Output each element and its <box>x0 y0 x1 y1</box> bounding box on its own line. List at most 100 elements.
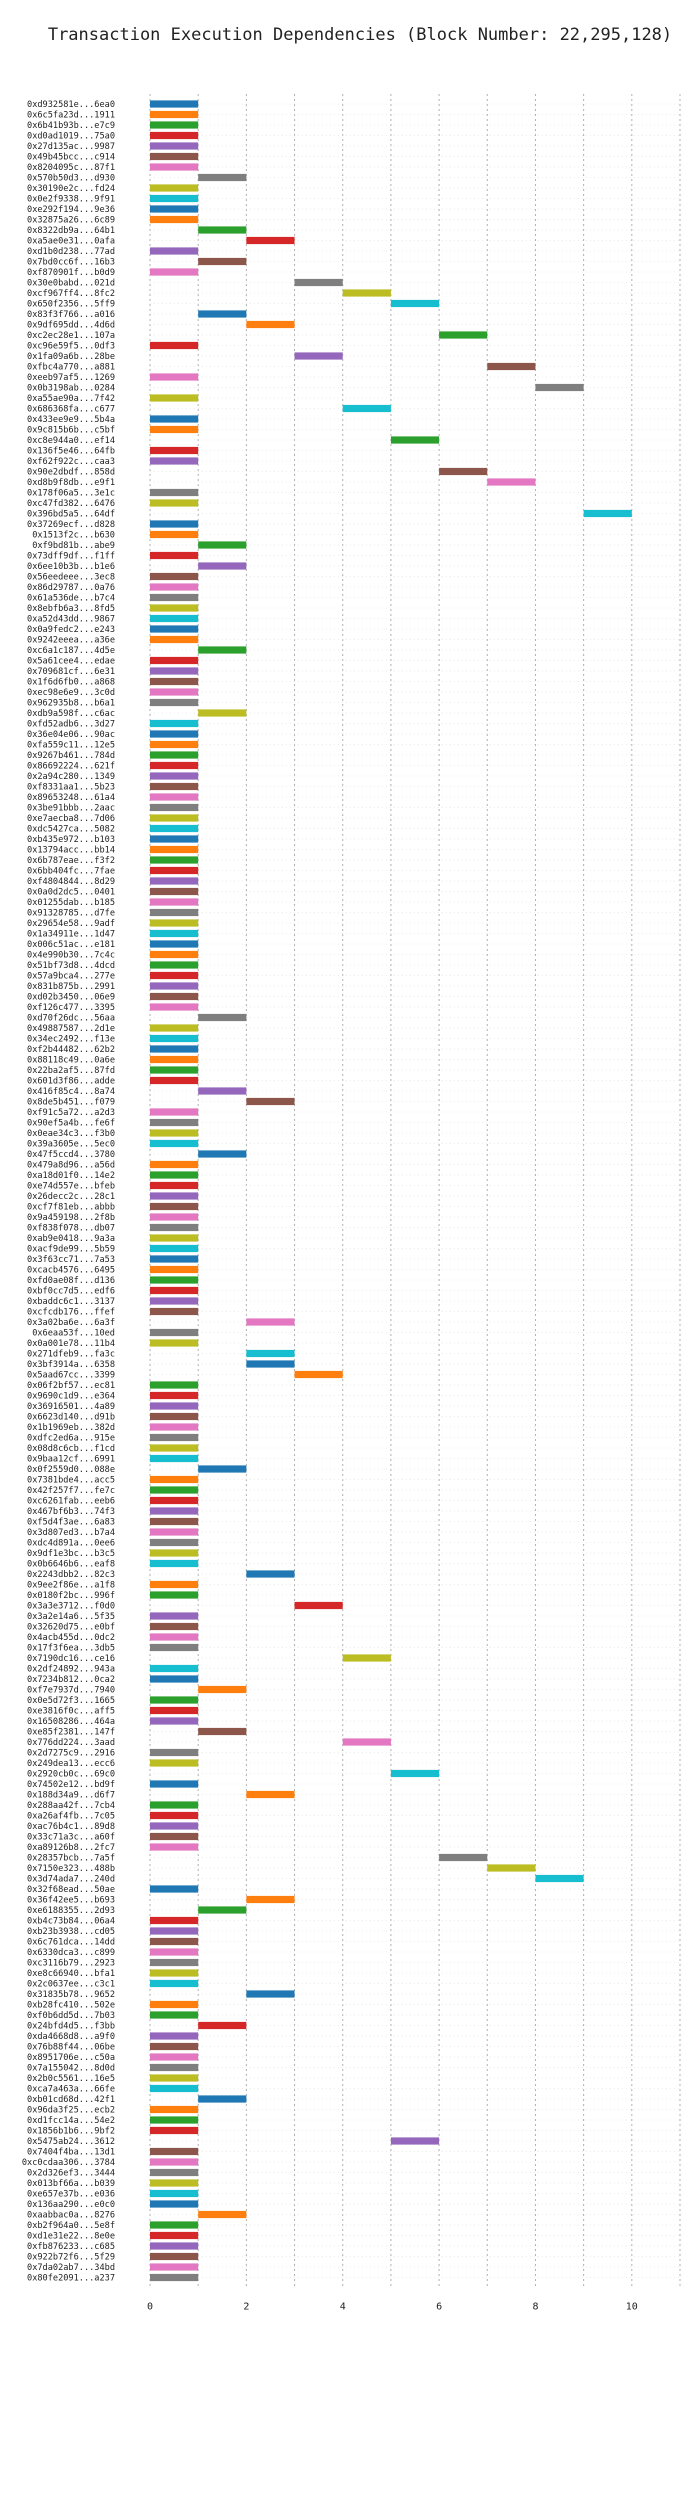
task-bar <box>150 583 199 591</box>
task-bar <box>150 1675 199 1683</box>
y-tick-label: 0x30e0babd...021d <box>27 279 115 289</box>
y-tick-label: 0xcf967ff4...8fc2 <box>27 289 115 299</box>
task-bar <box>150 1759 199 1767</box>
y-tick-label: 0x396bd5a5...64df <box>27 510 115 520</box>
task-bar <box>150 1801 199 1809</box>
task-bar <box>390 436 440 444</box>
task-bar <box>487 362 536 371</box>
y-tick-label: 0x3bf3914a...6358 <box>27 1360 115 1370</box>
task-bar <box>150 2042 199 2051</box>
y-tick-label: 0xe85f2381...147f <box>27 1728 115 1738</box>
y-tick-label: 0x57a9bca4...277e <box>27 972 115 982</box>
task-bar <box>198 173 247 182</box>
y-tick-label: 0x88118c49...0a6e <box>27 1056 115 1066</box>
task-bar <box>150 1591 199 1599</box>
task-bar <box>246 236 295 245</box>
y-tick-label: 0x288aa42f...7cb4 <box>27 1801 115 1811</box>
y-tick-label: 0x06f2bf57...ec81 <box>27 1381 115 1391</box>
x-tick-label: 0 <box>147 2302 153 2313</box>
task-bar <box>150 803 199 812</box>
y-tick-label: 0xf91c5a72...a2d3 <box>27 1108 115 1118</box>
y-tick-label: 0x8ebfb6a3...8fd5 <box>27 604 115 614</box>
y-tick-label: 0xb28fc410...502e <box>27 2001 115 2011</box>
y-tick-label: 0xd8b9f8db...e9f1 <box>27 478 115 488</box>
task-bar <box>150 1717 199 1725</box>
task-bar <box>150 499 199 507</box>
y-tick-label: 0xcacb4576...6495 <box>27 1266 115 1276</box>
y-tick-label: 0x570b50d3...d930 <box>27 174 115 184</box>
y-tick-label: 0xf838f078...db07 <box>27 1224 115 1234</box>
task-bar <box>150 677 199 686</box>
y-tick-label: 0x0180f2bc...996f <box>27 1591 115 1601</box>
y-tick-label: 0xe74d557e...bfeb <box>27 1182 115 1192</box>
y-tick-label: 0xc8e944a0...ef14 <box>27 436 115 446</box>
y-tick-label: 0x49b45bcc...c914 <box>27 153 115 163</box>
y-tick-label: 0x6b41b93b...e7c9 <box>27 121 115 131</box>
task-bar <box>150 1633 199 1641</box>
x-tick-label: 2 <box>243 2302 249 2313</box>
task-bar <box>246 1895 295 1904</box>
task-bar <box>150 1339 199 1347</box>
task-bar <box>150 2084 199 2093</box>
task-bar <box>150 604 199 612</box>
task-bar <box>294 352 343 360</box>
task-bar <box>150 121 199 129</box>
y-tick-label: 0x61a536de...b7c4 <box>27 594 115 604</box>
task-bar <box>150 1045 199 1053</box>
task-bar <box>150 373 199 381</box>
y-tick-label: 0xaabbac0a...8276 <box>27 2211 115 2221</box>
y-tick-label: 0x9242eeea...a36e <box>27 636 115 646</box>
task-bar <box>487 478 536 486</box>
y-tick-label: 0x42f257f7...fe7c <box>27 1486 115 1496</box>
task-bar <box>150 2126 199 2135</box>
y-tick-label: 0x7234b812...0ca2 <box>27 1675 115 1685</box>
task-bar <box>150 152 199 161</box>
y-tick-label: 0x28357bcb...7a5f <box>27 1854 115 1864</box>
task-bar <box>150 572 199 581</box>
y-tick-label: 0x33c71a3c...a60f <box>27 1833 115 1843</box>
task-bar <box>150 1696 199 1704</box>
y-tick-label: 0x1a34911e...1d47 <box>27 930 115 940</box>
y-tick-label: 0xa55ae90a...7f42 <box>27 394 115 404</box>
task-bar <box>246 1318 295 1326</box>
y-tick-label: 0x2a94c280...1349 <box>27 772 115 782</box>
y-tick-label: 0xe292f194...9e36 <box>27 205 115 215</box>
y-tick-label: 0xa18d01f0...14e2 <box>27 1171 115 1181</box>
y-tick-label: 0x9df1e3bc...b3c5 <box>27 1549 115 1559</box>
y-tick-label: 0x30190e2c...fd24 <box>27 184 115 194</box>
y-tick-label: 0x96da3f25...ecb2 <box>27 2106 115 2116</box>
task-bar <box>198 2021 247 2030</box>
y-tick-label: 0x178f06a5...3e1c <box>27 489 115 499</box>
y-tick-label: 0x3a3e3712...f0d0 <box>27 1602 115 1612</box>
y-tick-label: 0x467bf6b3...74f3 <box>27 1507 115 1517</box>
y-tick-label: 0xca7a463a...66fe <box>27 2085 115 2095</box>
y-tick-label: 0x91328785...d7fe <box>27 909 115 919</box>
task-bar <box>150 971 199 980</box>
task-bar <box>150 184 199 192</box>
y-tick-label: 0xfd0ae08f...d136 <box>27 1276 115 1286</box>
y-tick-label: 0x47f5ccd4...3780 <box>27 1150 115 1160</box>
task-bar <box>150 1213 199 1221</box>
task-bar <box>150 2200 199 2208</box>
task-bar <box>150 1822 199 1830</box>
task-bar <box>150 163 199 171</box>
y-tick-label: 0x6eaa53f...10ed <box>32 1329 115 1339</box>
task-bar <box>150 2116 199 2124</box>
task-bar <box>150 215 199 224</box>
y-tick-label: 0x0a001e78...11b4 <box>27 1339 115 1349</box>
task-bar <box>150 2074 199 2082</box>
y-tick-label: 0x6623d140...d91b <box>27 1413 115 1423</box>
task-bar <box>535 383 584 392</box>
task-bar <box>246 1097 295 1106</box>
y-tick-label: 0x0eae34c3...f3b0 <box>27 1129 115 1139</box>
y-tick-label: 0x1b1969eb...382d <box>27 1423 115 1433</box>
y-tick-label: 0x136f5e46...64fb <box>27 447 115 457</box>
y-tick-label: 0x6330dca3...c899 <box>27 1948 115 1958</box>
y-tick-label: 0xd1b0d238...77ad <box>27 247 115 257</box>
task-bar <box>150 1885 199 1893</box>
task-bar <box>150 835 199 843</box>
y-tick-label: 0x16508286...464a <box>27 1717 115 1727</box>
chart-title: Transaction Execution Dependencies (Bloc… <box>48 25 672 45</box>
y-tick-label: 0x686368fa...c677 <box>27 405 115 415</box>
